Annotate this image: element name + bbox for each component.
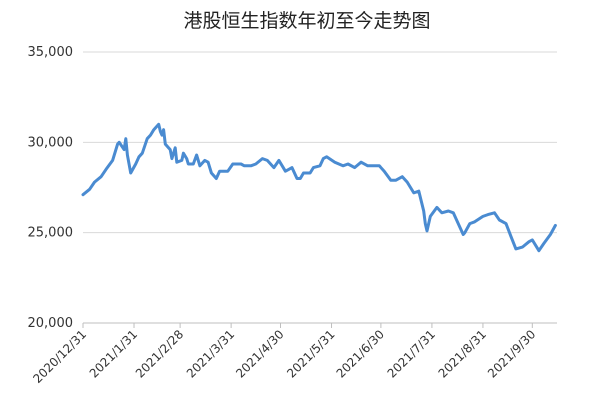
x-tick-label: 2021/1/31 — [87, 327, 140, 380]
chart-title: 港股恒生指数年初至今走势图 — [183, 10, 430, 32]
y-tick-label: 25,000 — [28, 226, 74, 241]
y-tick-label: 20,000 — [28, 316, 74, 331]
x-tick-label: 2021/8/31 — [436, 327, 489, 380]
x-tick-label: 2021/5/31 — [284, 327, 337, 380]
x-tick-label: 2020/12/31 — [30, 327, 89, 386]
x-tick-label: 2021/9/30 — [485, 327, 538, 380]
x-tick-label: 2021/2/28 — [133, 327, 186, 380]
y-tick-label: 35,000 — [28, 45, 74, 60]
x-tick-label: 2021/7/31 — [385, 327, 438, 380]
x-tick-label: 2021/4/30 — [233, 327, 286, 380]
y-tick-label: 30,000 — [28, 135, 74, 150]
series-line — [83, 124, 555, 250]
x-tick-label: 2021/3/31 — [184, 327, 237, 380]
x-tick-label: 2021/6/30 — [334, 327, 387, 380]
